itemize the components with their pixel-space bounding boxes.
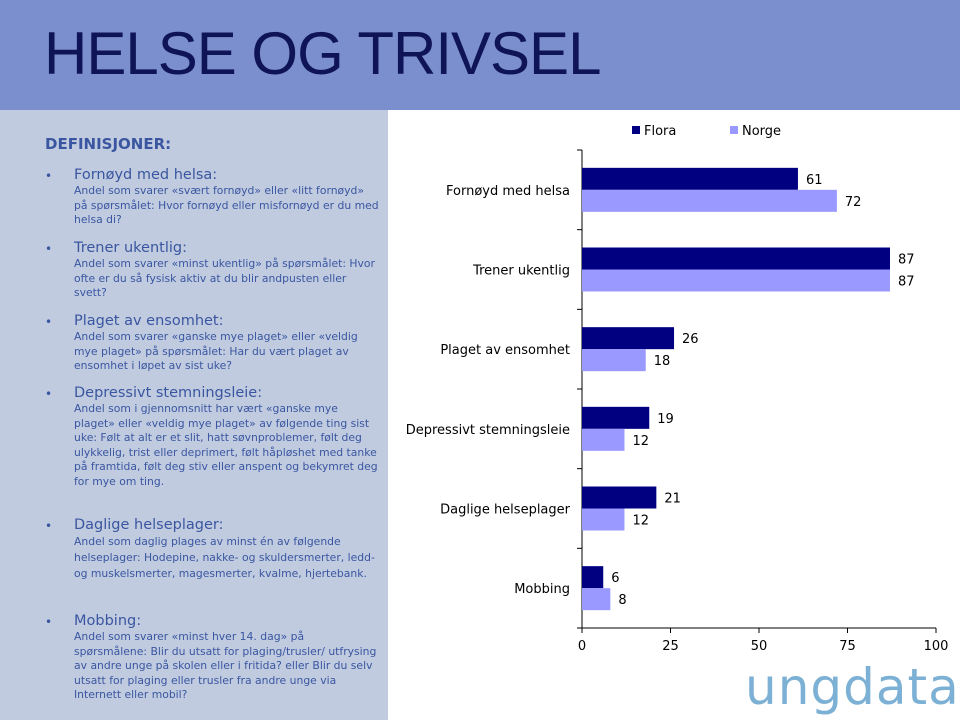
- bullet-icon: •: [45, 169, 53, 183]
- category-label: Daglige helseplager: [440, 503, 571, 518]
- x-tick-label: 25: [662, 639, 679, 654]
- definition-term: Mobbing:: [74, 613, 142, 629]
- bar: [582, 566, 604, 589]
- bar: [582, 428, 625, 451]
- bullet-icon: •: [45, 242, 53, 256]
- legend-swatch: [730, 126, 738, 134]
- bar: [582, 247, 890, 270]
- definition-item: • Trener ukentlig: Andel som svarer «min…: [45, 239, 380, 301]
- data-label: 21: [664, 492, 681, 507]
- bullet-icon: •: [45, 519, 53, 533]
- definition-text: Andel som i gjennomsnitt har vært «gansk…: [74, 402, 378, 488]
- bar: [582, 327, 675, 350]
- category-label: Plaget av ensomhet: [440, 343, 570, 358]
- definition-text: Andel som svarer «ganske mye plaget» ell…: [74, 330, 358, 372]
- category-label: Fornøyd med helsa: [446, 184, 570, 199]
- definitions-heading: DEFINISJONER:: [45, 135, 172, 153]
- definition-term: Fornøyd med helsa:: [74, 167, 218, 183]
- legend-label: Norge: [742, 124, 781, 139]
- bar: [582, 508, 625, 531]
- bar: [582, 189, 837, 212]
- definition-term: Trener ukentlig:: [74, 240, 187, 256]
- bar-chart: 0 25 50 75 100 Fornøyd med helsa 61 72 Trener uk…: [406, 124, 949, 654]
- definition-text: Andel som svarer «svært fornøyd» eller «…: [74, 184, 379, 226]
- data-label: 72: [845, 195, 862, 210]
- definition-term: Depressivt stemningsleie:: [74, 385, 263, 401]
- definition-item: • Depressivt stemningsleie: Andel som i …: [45, 384, 380, 489]
- bar: [582, 588, 611, 611]
- definition-term: Daglige helseplager:: [74, 517, 224, 533]
- x-tick-label: 50: [751, 639, 768, 654]
- page-title: HELSE OG TRIVSEL: [44, 20, 601, 87]
- bar: [582, 406, 650, 429]
- data-label: 19: [657, 412, 674, 427]
- x-tick-label: 100: [924, 639, 949, 654]
- legend-swatch: [632, 126, 640, 134]
- bullet-icon: •: [45, 387, 53, 401]
- category-label: Depressivt stemningsleie: [406, 423, 570, 438]
- data-label: 8: [618, 593, 626, 608]
- bullet-icon: •: [45, 615, 53, 629]
- x-tick-label: 0: [578, 639, 586, 654]
- category-label: Trener ukentlig: [472, 264, 570, 279]
- definition-item: • Plaget av ensomhet: Andel som svarer «…: [45, 312, 380, 374]
- header-band: HELSE OG TRIVSEL: [0, 0, 960, 110]
- data-label: 87: [898, 275, 915, 290]
- definition-text: Andel som svarer «minst hver 14. dag» på…: [74, 630, 377, 701]
- definition-item: • Fornøyd med helsa: Andel som svarer «s…: [45, 166, 380, 228]
- definition-text: Andel som svarer «minst ukentlig» på spø…: [74, 257, 375, 299]
- x-tick-label: 75: [839, 639, 856, 654]
- data-label: 12: [632, 514, 649, 529]
- legend-label: Flora: [644, 124, 676, 139]
- category-label: Mobbing: [514, 582, 570, 597]
- definitions-panel: [0, 110, 388, 720]
- bar: [582, 486, 657, 509]
- bar: [582, 167, 798, 190]
- data-label: 18: [654, 354, 671, 369]
- data-label: 12: [632, 434, 649, 449]
- definition-item: • Mobbing: Andel som svarer «minst hver …: [45, 612, 380, 703]
- ungdata-logo: ungdata: [745, 658, 960, 716]
- chart-panel: 0 25 50 75 100 Fornøyd med helsa 61 72 Trener uk…: [388, 110, 960, 660]
- data-label: 61: [806, 173, 823, 188]
- bar: [582, 349, 646, 372]
- bullet-icon: •: [45, 315, 53, 329]
- definition-term: Plaget av ensomhet:: [74, 313, 224, 329]
- definition-item: • Daglige helseplager: Andel som daglig …: [45, 516, 380, 582]
- bar: [582, 269, 890, 292]
- definition-text: Andel som daglig plages av minst én av f…: [74, 535, 375, 580]
- data-label: 6: [611, 571, 619, 586]
- data-label: 26: [682, 332, 699, 347]
- data-label: 87: [898, 253, 915, 268]
